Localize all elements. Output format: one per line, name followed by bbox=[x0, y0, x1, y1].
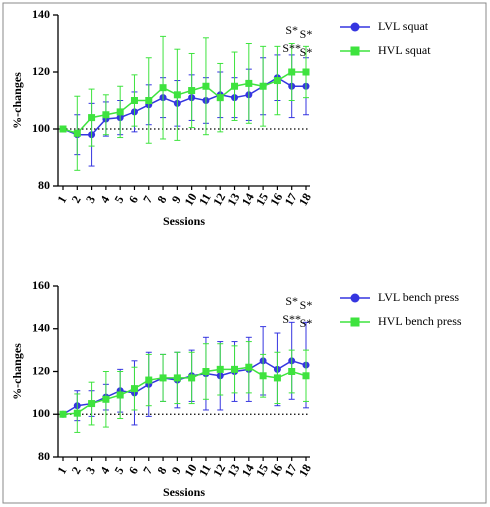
series-line bbox=[62, 359, 307, 415]
x-tick-label: 7 bbox=[140, 464, 155, 476]
point bbox=[259, 82, 267, 90]
series-line bbox=[62, 71, 306, 135]
y-axis-label: %-changes bbox=[10, 343, 24, 400]
legend-label: HVL squat bbox=[378, 43, 431, 57]
point bbox=[273, 77, 281, 85]
point bbox=[231, 82, 239, 90]
annotation: S* bbox=[300, 27, 313, 41]
point bbox=[159, 374, 167, 382]
point bbox=[73, 129, 81, 137]
y-tick-label: 140 bbox=[32, 7, 50, 21]
x-tick-label: 6 bbox=[126, 193, 141, 205]
x-tick-label: 4 bbox=[97, 193, 112, 205]
point bbox=[202, 368, 210, 375]
point bbox=[245, 79, 253, 87]
x-tick-label: 18 bbox=[296, 191, 314, 208]
annotation: S* bbox=[300, 316, 313, 330]
y-tick-label: 120 bbox=[32, 64, 50, 78]
legend-label: HVL bench press bbox=[378, 314, 462, 328]
point bbox=[173, 91, 181, 99]
point bbox=[173, 374, 181, 382]
point bbox=[288, 68, 296, 76]
x-tick-label: 2 bbox=[69, 193, 84, 205]
y-tick-label: 80 bbox=[38, 178, 50, 192]
point bbox=[188, 87, 196, 95]
x-tick-label: 4 bbox=[97, 464, 112, 476]
point bbox=[302, 372, 310, 380]
point bbox=[59, 410, 67, 418]
x-axis-label: Sessions bbox=[163, 485, 205, 499]
point bbox=[59, 125, 67, 133]
annotation: S* bbox=[285, 23, 298, 37]
x-tick-label: 18 bbox=[296, 462, 314, 479]
point bbox=[130, 385, 138, 393]
point bbox=[216, 365, 224, 373]
x-tick-label: 5 bbox=[112, 193, 127, 205]
y-tick-label: 100 bbox=[32, 121, 50, 135]
annotation: S** bbox=[282, 312, 301, 326]
x-tick-label: 5 bbox=[112, 464, 127, 476]
y-tick-label: 160 bbox=[32, 278, 50, 292]
x-tick-label: 3 bbox=[83, 464, 98, 476]
legend-marker bbox=[350, 293, 360, 303]
annotation: S* bbox=[285, 294, 298, 308]
point bbox=[288, 368, 296, 375]
legend-marker bbox=[350, 46, 360, 56]
x-tick-label: 7 bbox=[140, 193, 155, 205]
annotation: S* bbox=[300, 298, 313, 312]
series-line bbox=[62, 366, 307, 415]
legend-label: LVL bench press bbox=[378, 290, 459, 304]
x-axis-label: Sessions bbox=[163, 214, 205, 228]
point bbox=[216, 94, 224, 102]
point bbox=[102, 395, 110, 403]
x-tick-label: 1 bbox=[54, 193, 69, 205]
legend-marker bbox=[350, 22, 360, 32]
x-tick-label: 8 bbox=[154, 464, 169, 476]
point bbox=[231, 365, 239, 373]
x-tick-label: 3 bbox=[83, 193, 98, 205]
point bbox=[130, 97, 138, 104]
point bbox=[88, 114, 96, 122]
x-tick-label: 6 bbox=[126, 464, 141, 476]
x-tick-label: 1 bbox=[54, 464, 69, 476]
legend-label: LVL squat bbox=[378, 19, 429, 33]
y-tick-label: 100 bbox=[32, 406, 50, 420]
point bbox=[116, 391, 124, 399]
point bbox=[245, 363, 253, 371]
x-tick-label: 2 bbox=[69, 464, 84, 476]
point bbox=[73, 409, 81, 417]
x-tick-label: 8 bbox=[154, 193, 169, 205]
point bbox=[188, 374, 196, 382]
point bbox=[145, 376, 153, 384]
legend-marker bbox=[350, 317, 360, 327]
annotation: S** bbox=[282, 41, 301, 55]
point bbox=[116, 108, 124, 116]
point bbox=[302, 68, 310, 76]
point bbox=[202, 82, 210, 90]
annotation: S* bbox=[300, 45, 313, 59]
point bbox=[159, 84, 167, 92]
y-axis-label: %-changes bbox=[10, 72, 24, 129]
point bbox=[145, 97, 153, 104]
series-line bbox=[62, 76, 306, 136]
point bbox=[102, 111, 110, 119]
y-tick-label: 120 bbox=[32, 363, 50, 377]
point bbox=[259, 372, 267, 380]
point bbox=[273, 374, 281, 382]
y-tick-label: 80 bbox=[38, 449, 50, 463]
y-tick-label: 140 bbox=[32, 321, 50, 335]
point bbox=[88, 400, 96, 408]
